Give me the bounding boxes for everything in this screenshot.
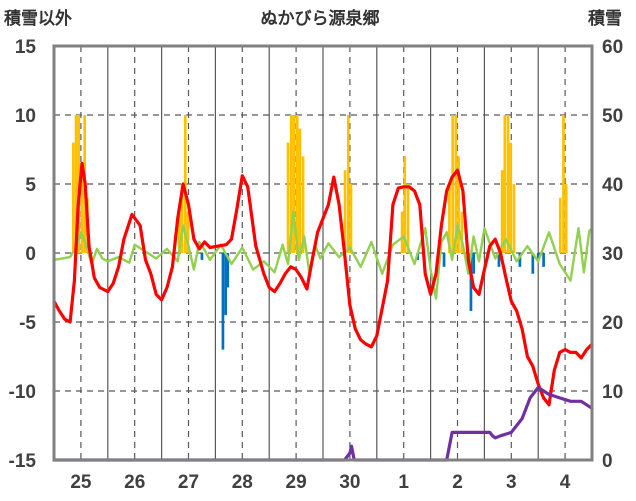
precipitation-bar (286, 142, 290, 253)
x-tick-label: 30 (339, 472, 360, 493)
precipitation-bar (564, 184, 568, 253)
pressure_change-bar (442, 253, 446, 267)
x-tick-label: 29 (286, 472, 307, 493)
precipitation-bar (500, 170, 504, 253)
pressure_change-bar (531, 253, 535, 274)
precipitation-bar (74, 115, 78, 253)
left-axis-title: 積雪以外 (4, 8, 72, 29)
precipitation-bar (448, 184, 451, 253)
left-tick-label: -15 (9, 451, 37, 472)
precipitation-bar (454, 115, 458, 253)
precipitation-bar (460, 211, 464, 253)
precipitation-bar (406, 184, 410, 253)
x-tick-label: 2 (452, 472, 463, 493)
precipitation-bar (298, 128, 302, 253)
right-tick-label: 40 (602, 175, 623, 196)
precipitation-bar (301, 156, 305, 253)
x-tick-label: 4 (560, 472, 571, 493)
pressure_change-bar (200, 253, 204, 260)
pressure_change-bar (536, 253, 540, 260)
right-tick-label: 60 (602, 37, 623, 58)
left-tick-label: -10 (9, 382, 36, 403)
precipitation-bar (562, 115, 565, 253)
left-tick-label: -5 (19, 313, 36, 334)
pressure_change-bar (226, 253, 230, 288)
left-tick-label: 5 (25, 175, 36, 196)
precipitation-bar (343, 170, 347, 253)
right-tick-label: 30 (602, 244, 623, 265)
precipitation-bar (400, 211, 404, 253)
pressure_change-bar (497, 253, 501, 267)
left-tick-label: 10 (15, 106, 36, 127)
pressure_change-bar (472, 253, 475, 274)
precipitation-bar (292, 115, 296, 253)
precipitation-bar (289, 115, 293, 253)
x-tick-label: 27 (178, 472, 199, 493)
precipitation-bar (80, 170, 84, 253)
precipitation-bar (512, 184, 516, 253)
pressure_change-bar (542, 253, 545, 267)
right-tick-label: 10 (602, 382, 623, 403)
right-tick-label: 0 (602, 451, 613, 472)
precipitation-bar (506, 115, 510, 253)
precipitation-bar (183, 115, 187, 253)
pressure_change-bar (224, 253, 227, 316)
precipitation-bar (180, 184, 184, 253)
x-tick-label: 1 (398, 472, 409, 493)
precipitation-bar (509, 142, 513, 253)
x-tick-label: 28 (232, 472, 253, 493)
precipitation-bar (295, 115, 299, 253)
right-axis-title: 積雪 (588, 8, 622, 29)
precipitation-bar (403, 156, 407, 253)
precipitation-bar (186, 211, 190, 253)
precipitation-bar (349, 184, 353, 253)
x-tick-label: 26 (124, 472, 145, 493)
plot-frame (52, 44, 594, 462)
chart-title: ぬかびら源泉郷 (261, 8, 380, 29)
left-tick-label: 15 (15, 37, 37, 58)
pressure_change-bar (221, 253, 225, 350)
right-tick-label: 20 (602, 313, 623, 334)
precipitation-bar (178, 211, 181, 253)
precipitation-bar (558, 197, 562, 253)
precipitation-bar (503, 115, 507, 253)
x-tick-label: 3 (506, 472, 517, 493)
bars (72, 115, 568, 350)
x-tick-label: 25 (70, 472, 92, 493)
right-tick-label: 50 (602, 106, 623, 127)
precipitation-bar (457, 156, 460, 253)
precipitation-bar (451, 115, 455, 253)
pressure_change-bar (518, 253, 522, 267)
precipitation-bar (72, 142, 75, 253)
precipitation-bar (346, 115, 350, 253)
left-tick-label: 0 (25, 244, 36, 265)
temperature-line (52, 161, 594, 407)
